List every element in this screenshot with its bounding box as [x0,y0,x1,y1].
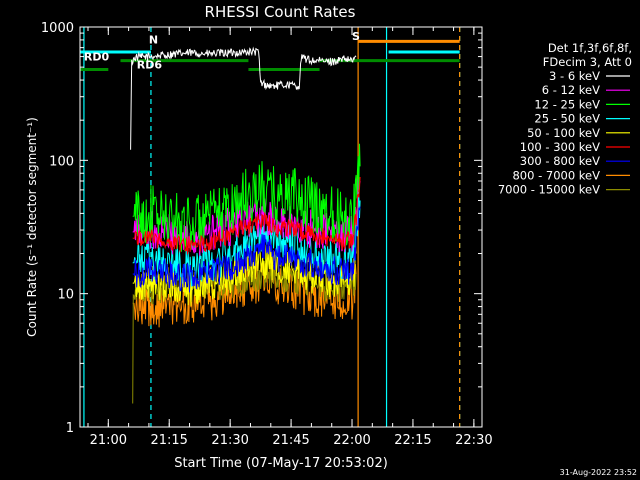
series-line-12-25-kev [132,143,361,252]
y-tick-label: 10 [57,288,74,303]
legend-label-3-6-kev: 3 - 6 keV [549,69,600,83]
legend: Det 1f,3f,6f,8f, FDecim 3, Att 0 3 - 6 k… [498,41,632,197]
annotation-n: N [149,34,158,47]
legend-label-300-800-kev: 300 - 800 keV [520,154,600,168]
series-line-300-800-kev [132,206,361,293]
x-tick-label: 22:30 [455,433,492,448]
x-tick-label: 21:45 [272,433,309,448]
legend-label-7000-15000-kev: 7000 - 15000 keV [498,183,600,197]
series-line-3-6-kev [130,46,357,150]
annotation-rd6: RD6 [137,58,163,71]
y-axis-label: Count Rate (s⁻¹ detector segment⁻¹) [25,117,39,337]
y-tick-label: 1000 [41,21,74,36]
annotation-rd0: RD0 [84,51,110,64]
chart-title: RHESSI Count Rates [205,3,356,21]
x-tick-label: 21:15 [150,433,187,448]
x-tick-label: 22:15 [394,433,431,448]
legend-header-line-1: Det 1f,3f,6f,8f, [548,41,632,55]
legend-label-50-100-kev: 50 - 100 keV [527,126,600,140]
x-axis: 21:00 21:15 21:30 21:45 22:00 22:15 22:30 [87,27,493,448]
legend-label-25-50-kev: 25 - 50 keV [534,112,600,126]
series-line-800-7000-kev [132,260,357,328]
y-axis: 1 10 100 1000 [41,21,482,436]
legend-label-12-25-kev: 12 - 25 keV [534,97,600,111]
plot-frame [79,26,483,428]
footer-timestamp: 31-Aug-2022 23:52 [560,468,637,477]
y-tick-label: 1 [66,421,74,436]
x-axis-label: Start Time (07-May-17 20:53:02) [174,456,388,471]
annotation-s: S [352,30,360,43]
annotations: N S RD0 RD6 [84,30,360,71]
legend-label-800-7000-kev: 800 - 7000 keV [512,168,600,182]
legend-header-line-2: FDecim 3, Att 0 [543,55,632,69]
y-tick-label: 100 [49,154,74,169]
series-line-100-300-kev [132,176,361,255]
series-lines [130,46,361,404]
flag-bars [80,39,460,72]
legend-label-100-300-kev: 100 - 300 keV [520,140,600,154]
legend-label-6-12-kev: 6 - 12 keV [542,83,600,97]
x-tick-label: 22:00 [333,433,370,448]
x-tick-label: 21:30 [211,433,248,448]
x-tick-label: 21:00 [90,433,127,448]
